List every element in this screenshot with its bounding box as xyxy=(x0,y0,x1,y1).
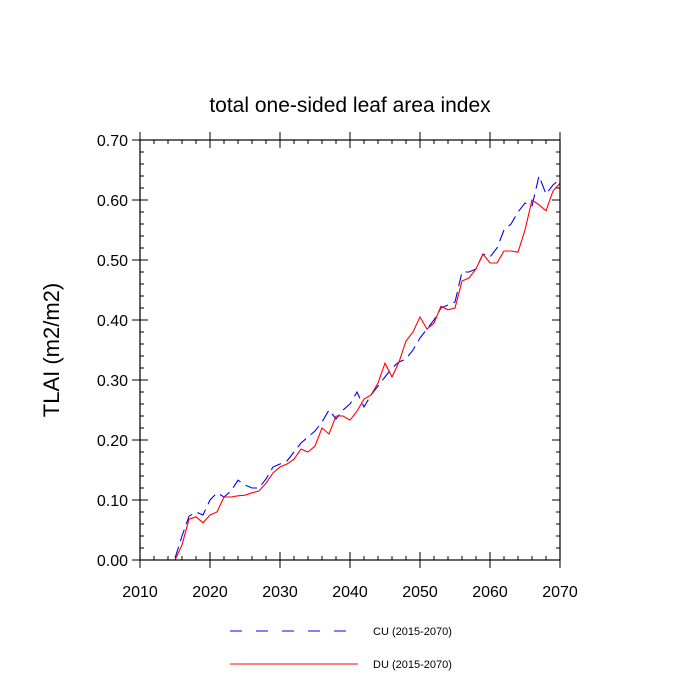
x-tick-label: 2050 xyxy=(402,584,438,601)
y-tick-label: 0.70 xyxy=(97,133,128,150)
series-lines xyxy=(174,174,561,561)
plot-frame xyxy=(139,139,561,561)
y-axis-label: TLAI (m2/m2) xyxy=(39,283,64,417)
x-tick-label: 2030 xyxy=(262,584,298,601)
x-tick-label: 2020 xyxy=(192,584,228,601)
x-tick-label: 2060 xyxy=(472,584,508,601)
y-tick-label: 0.40 xyxy=(97,313,128,330)
series-line-cu xyxy=(174,174,561,559)
y-tick-label: 0.50 xyxy=(97,253,128,270)
axis-ticks: 0.00 0.10 0.20 0.30 0.40 0.50 0.60 0.70 2010 2020… xyxy=(97,132,578,601)
legend-label-du: DU (2015-2070) xyxy=(373,659,452,671)
x-tick-label: 2040 xyxy=(332,584,368,601)
x-tick-label: 2010 xyxy=(122,584,158,601)
legend-label-cu: CU (2015-2070) xyxy=(373,626,452,638)
y-tick-label: 0.60 xyxy=(97,193,128,210)
series-line-du xyxy=(174,182,561,561)
y-tick-label: 0.30 xyxy=(97,373,128,390)
legend: CU (2015-2070) DU (2015-2070) xyxy=(230,626,452,671)
y-tick-label: 0.20 xyxy=(97,433,128,450)
x-tick-label: 2070 xyxy=(542,584,578,601)
y-tick-label: 0.00 xyxy=(97,553,128,570)
y-tick-label: 0.10 xyxy=(97,493,128,510)
chart-title: total one-sided leaf area index xyxy=(209,94,491,117)
